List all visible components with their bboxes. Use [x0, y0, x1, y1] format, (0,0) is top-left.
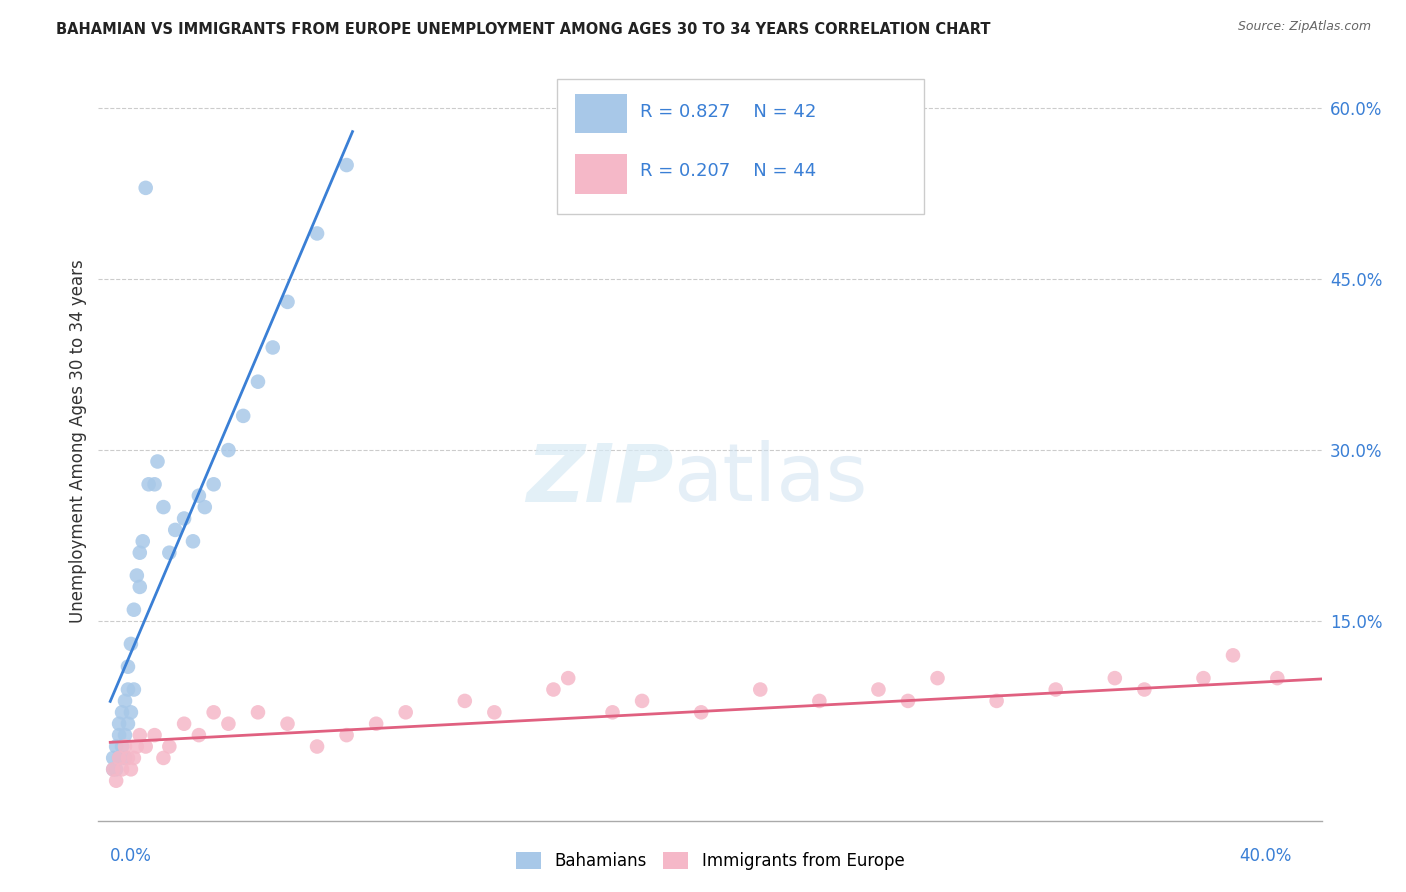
Point — [117, 751, 139, 765]
Point — [246, 375, 269, 389]
Point — [276, 716, 298, 731]
Point — [187, 489, 209, 503]
Point — [125, 568, 148, 582]
Point — [122, 682, 145, 697]
Text: R = 0.207    N = 44: R = 0.207 N = 44 — [640, 161, 817, 180]
Point — [103, 762, 125, 776]
Point — [690, 706, 713, 720]
Point — [132, 534, 155, 549]
Point — [868, 682, 890, 697]
FancyBboxPatch shape — [575, 94, 627, 133]
Text: BAHAMIAN VS IMMIGRANTS FROM EUROPE UNEMPLOYMENT AMONG AGES 30 TO 34 YEARS CORREL: BAHAMIAN VS IMMIGRANTS FROM EUROPE UNEMP… — [56, 22, 991, 37]
Point — [808, 694, 831, 708]
Point — [217, 716, 239, 731]
Text: Source: ZipAtlas.com: Source: ZipAtlas.com — [1237, 20, 1371, 33]
Point — [120, 762, 142, 776]
Point — [128, 728, 150, 742]
Point — [143, 728, 166, 742]
Point — [927, 671, 949, 685]
Point — [543, 682, 565, 697]
Point — [1222, 648, 1244, 663]
Point — [336, 728, 359, 742]
Point — [187, 728, 209, 742]
Y-axis label: Unemployment Among Ages 30 to 34 years: Unemployment Among Ages 30 to 34 years — [69, 260, 87, 624]
Text: ZIP: ZIP — [526, 441, 673, 518]
Point — [173, 511, 195, 525]
Point — [202, 477, 225, 491]
Point — [165, 523, 187, 537]
Point — [307, 739, 329, 754]
Point — [122, 603, 145, 617]
Point — [217, 443, 239, 458]
Point — [157, 546, 180, 560]
Point — [135, 739, 157, 754]
Text: atlas: atlas — [673, 441, 868, 518]
Point — [125, 739, 148, 754]
Point — [366, 716, 388, 731]
Point — [202, 706, 225, 720]
Point — [146, 454, 169, 468]
Point — [173, 716, 195, 731]
Point — [114, 728, 136, 742]
Point — [117, 716, 139, 731]
Point — [484, 706, 506, 720]
Point — [631, 694, 654, 708]
Point — [454, 694, 477, 708]
Point — [105, 762, 128, 776]
Point — [246, 706, 269, 720]
Point — [157, 739, 180, 754]
Text: R = 0.827    N = 42: R = 0.827 N = 42 — [640, 103, 817, 120]
Point — [1104, 671, 1126, 685]
FancyBboxPatch shape — [575, 154, 627, 194]
Point — [262, 341, 284, 355]
Point — [117, 682, 139, 697]
Point — [336, 158, 359, 172]
Point — [986, 694, 1008, 708]
Point — [108, 751, 131, 765]
Point — [135, 181, 157, 195]
Point — [307, 227, 329, 241]
Point — [103, 762, 125, 776]
Point — [152, 500, 174, 514]
Point — [114, 739, 136, 754]
Point — [1192, 671, 1215, 685]
Point — [897, 694, 920, 708]
Point — [120, 706, 142, 720]
Point — [105, 739, 128, 754]
Point — [114, 694, 136, 708]
Point — [1265, 671, 1288, 685]
Point — [395, 706, 418, 720]
Point — [111, 762, 134, 776]
Point — [108, 716, 131, 731]
Point — [181, 534, 204, 549]
Point — [749, 682, 772, 697]
Point — [232, 409, 254, 423]
Point — [105, 773, 128, 788]
Text: 40.0%: 40.0% — [1240, 847, 1292, 865]
Point — [557, 671, 579, 685]
Legend: Bahamians, Immigrants from Europe: Bahamians, Immigrants from Europe — [509, 846, 911, 877]
Point — [1045, 682, 1067, 697]
Text: 0.0%: 0.0% — [110, 847, 152, 865]
Point — [108, 751, 131, 765]
Point — [1133, 682, 1156, 697]
FancyBboxPatch shape — [557, 79, 924, 214]
Point — [143, 477, 166, 491]
Point — [117, 659, 139, 673]
Point — [108, 728, 131, 742]
Point — [114, 751, 136, 765]
Point — [111, 706, 134, 720]
Point — [276, 294, 298, 309]
Point — [602, 706, 624, 720]
Point — [120, 637, 142, 651]
Point — [138, 477, 160, 491]
Point — [111, 739, 134, 754]
Point — [128, 546, 150, 560]
Point — [194, 500, 217, 514]
Point — [122, 751, 145, 765]
Point — [128, 580, 150, 594]
Point — [152, 751, 174, 765]
Point — [103, 751, 125, 765]
